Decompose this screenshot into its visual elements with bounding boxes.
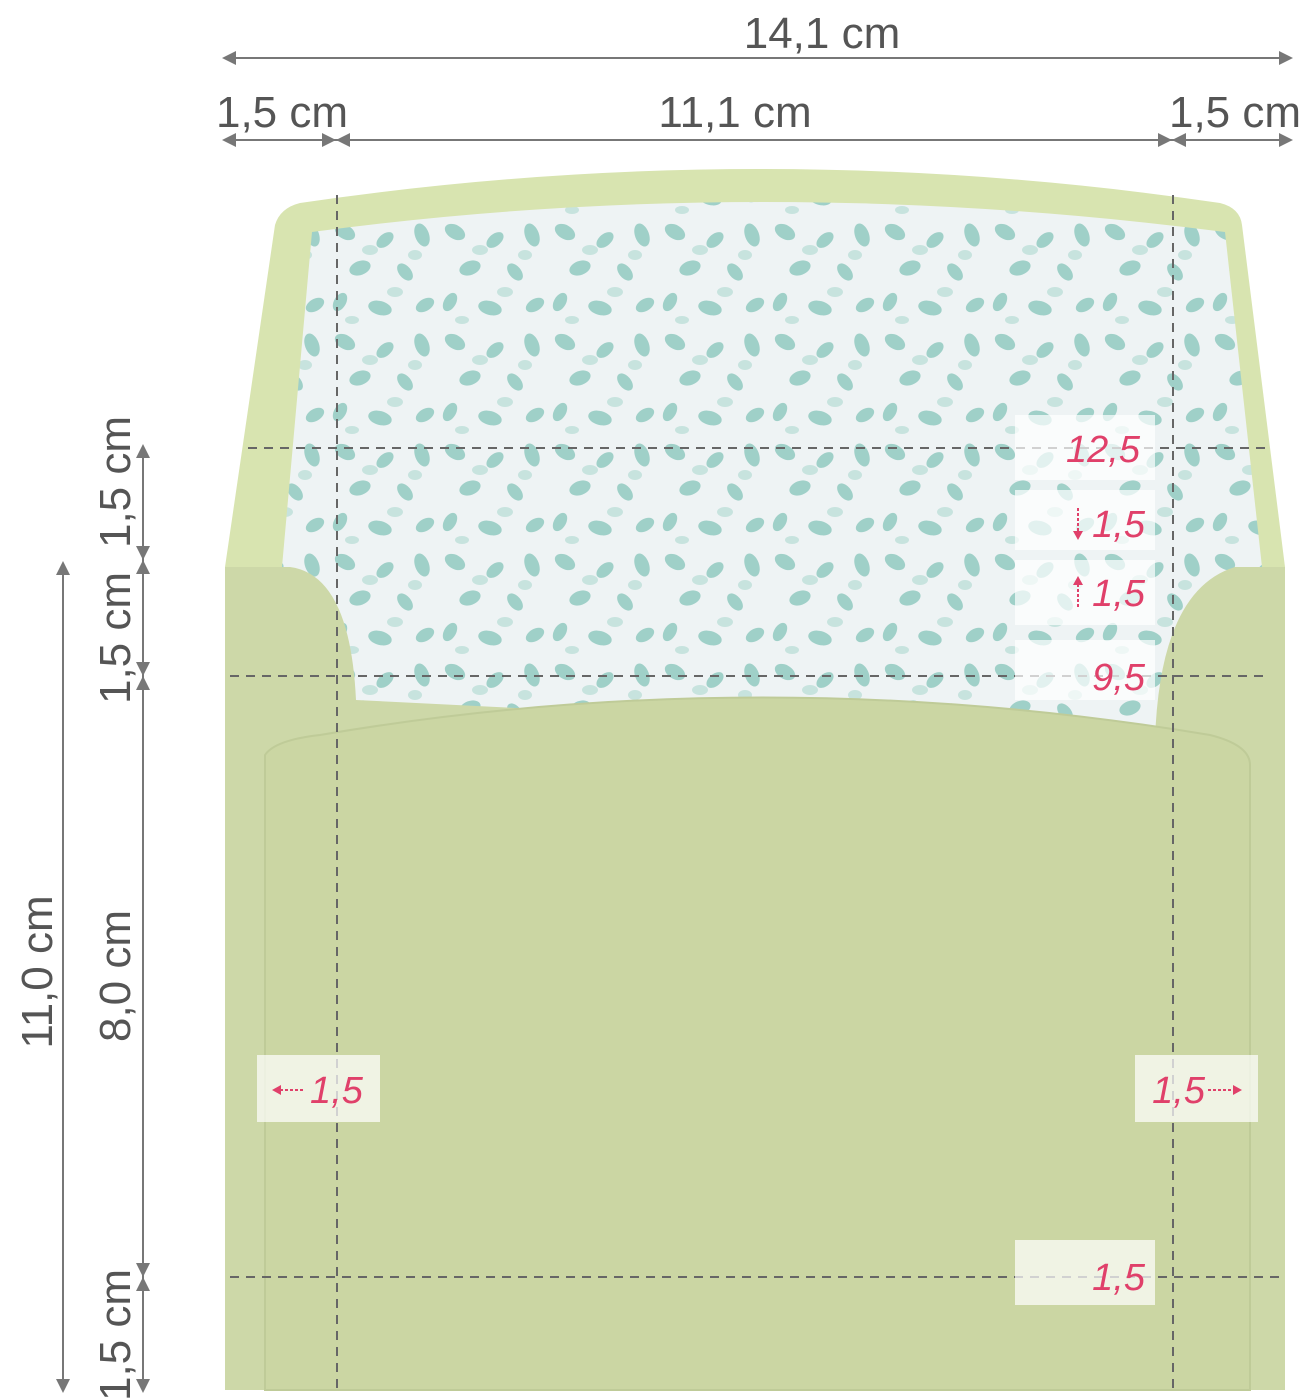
- inner-liner: [290, 567, 1235, 740]
- marker-arrow: [1073, 531, 1083, 540]
- dimension-label: 11,0 cm: [13, 895, 62, 1048]
- dimension-label: 14,1 cm: [744, 9, 901, 58]
- dimension-label: 1,5 cm: [91, 416, 140, 548]
- marker-box: [1015, 415, 1155, 480]
- envelope: [225, 169, 1285, 1391]
- marker-label: 1,5: [310, 1070, 364, 1112]
- guides: [230, 195, 1285, 1390]
- dimension-label: 1,5 cm: [216, 88, 348, 137]
- marker-label: 12,5: [1066, 429, 1141, 471]
- marker-box: [1015, 490, 1155, 550]
- marker-label: 1,5: [1092, 573, 1146, 615]
- marker-label: 1,5: [1092, 504, 1146, 546]
- marker-label: 9,5: [1092, 657, 1146, 699]
- dimension-label: 8,0 cm: [91, 910, 140, 1042]
- marker-arrow: [1233, 1085, 1242, 1095]
- dimension-label: 1,5 cm: [1169, 88, 1301, 137]
- dimension-label: 11,1 cm: [658, 88, 811, 137]
- marker-arrow: [272, 1085, 281, 1095]
- dimension-label: 1,5 cm: [91, 572, 140, 704]
- side-dimensions: 1,5 cm 1,5 cm 8,0 cm 1,5 cm 11,0 cm: [13, 416, 150, 1400]
- front-pocket: [264, 696, 1251, 1391]
- marker-box: [1015, 640, 1155, 700]
- marker-label: 1,5: [1152, 1070, 1206, 1112]
- dimension-label: 1,5 cm: [91, 1269, 140, 1400]
- top-dimensions: 14,1 cm 1,5 cm 11,1 cm 1,5 cm: [216, 9, 1301, 147]
- arrowhead: [222, 133, 1293, 147]
- marker-label: 1,5: [1092, 1257, 1146, 1299]
- marker-box: [1015, 1240, 1155, 1305]
- marker-box: [1015, 560, 1155, 625]
- markers: 12,5 1,5 1,5 9,5 1,5 1,5 1,5: [257, 415, 1258, 1305]
- marker-arrow: [1073, 576, 1083, 585]
